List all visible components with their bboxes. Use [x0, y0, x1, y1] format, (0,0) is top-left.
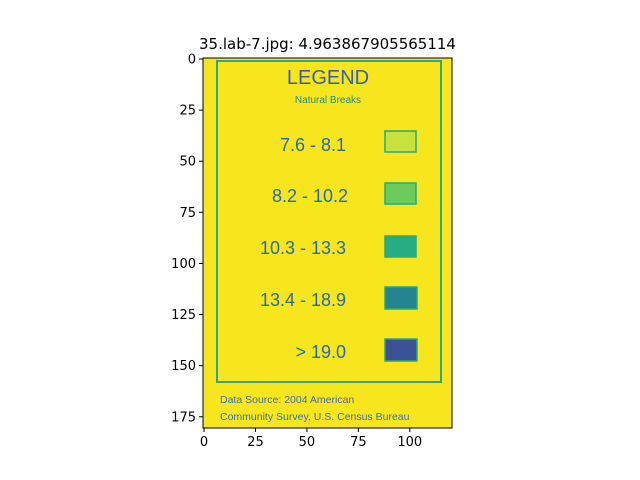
- source-line-2: Community Survey, U.S. Census Bureau: [220, 411, 410, 423]
- y-tick-label: 150: [171, 359, 196, 374]
- x-tick-label: 0: [200, 435, 208, 450]
- class-swatch-4: [384, 286, 418, 310]
- y-tick-label: 75: [179, 206, 196, 221]
- class-swatch-1: [384, 130, 417, 153]
- y-tick-label: 0: [188, 53, 196, 68]
- axes-frame: [202, 57, 453, 429]
- legend-heading: LEGEND: [287, 67, 369, 89]
- class-label-5: > 19.0: [295, 342, 346, 362]
- class-label-1: 7.6 - 8.1: [280, 135, 346, 155]
- y-tick-label: 100: [171, 257, 196, 272]
- class-label-3: 10.3 - 13.3: [260, 238, 346, 258]
- legend-subheading: Natural Breaks: [295, 95, 361, 106]
- legend-frame: [216, 60, 442, 383]
- class-label-4: 13.4 - 18.9: [260, 290, 346, 310]
- y-tick-label: 50: [179, 155, 196, 170]
- x-tick-label: 25: [247, 435, 264, 450]
- x-tick-label: 75: [350, 435, 367, 450]
- y-tick-label: 125: [171, 308, 196, 323]
- class-swatch-3: [384, 235, 417, 258]
- source-line-1: Data Source: 2004 American: [220, 394, 354, 406]
- class-swatch-2: [384, 182, 417, 205]
- image-panel: LEGEND Natural Breaks 7.6 - 8.1 8.2 - 10…: [203, 58, 452, 428]
- y-tick-label: 25: [179, 104, 196, 119]
- x-tick-label: 100: [397, 435, 422, 450]
- class-swatch-5: [384, 338, 418, 362]
- class-label-2: 8.2 - 10.2: [272, 186, 348, 206]
- y-tick-label: 175: [171, 410, 196, 425]
- chart-title: 35.lab-7.jpg: 4.963867905565114: [199, 35, 456, 53]
- x-axis: 0 25 50 75 100: [200, 428, 422, 450]
- x-tick-label: 50: [299, 435, 316, 450]
- y-axis: 0 25 50 75 100 125 150 175: [171, 53, 203, 425]
